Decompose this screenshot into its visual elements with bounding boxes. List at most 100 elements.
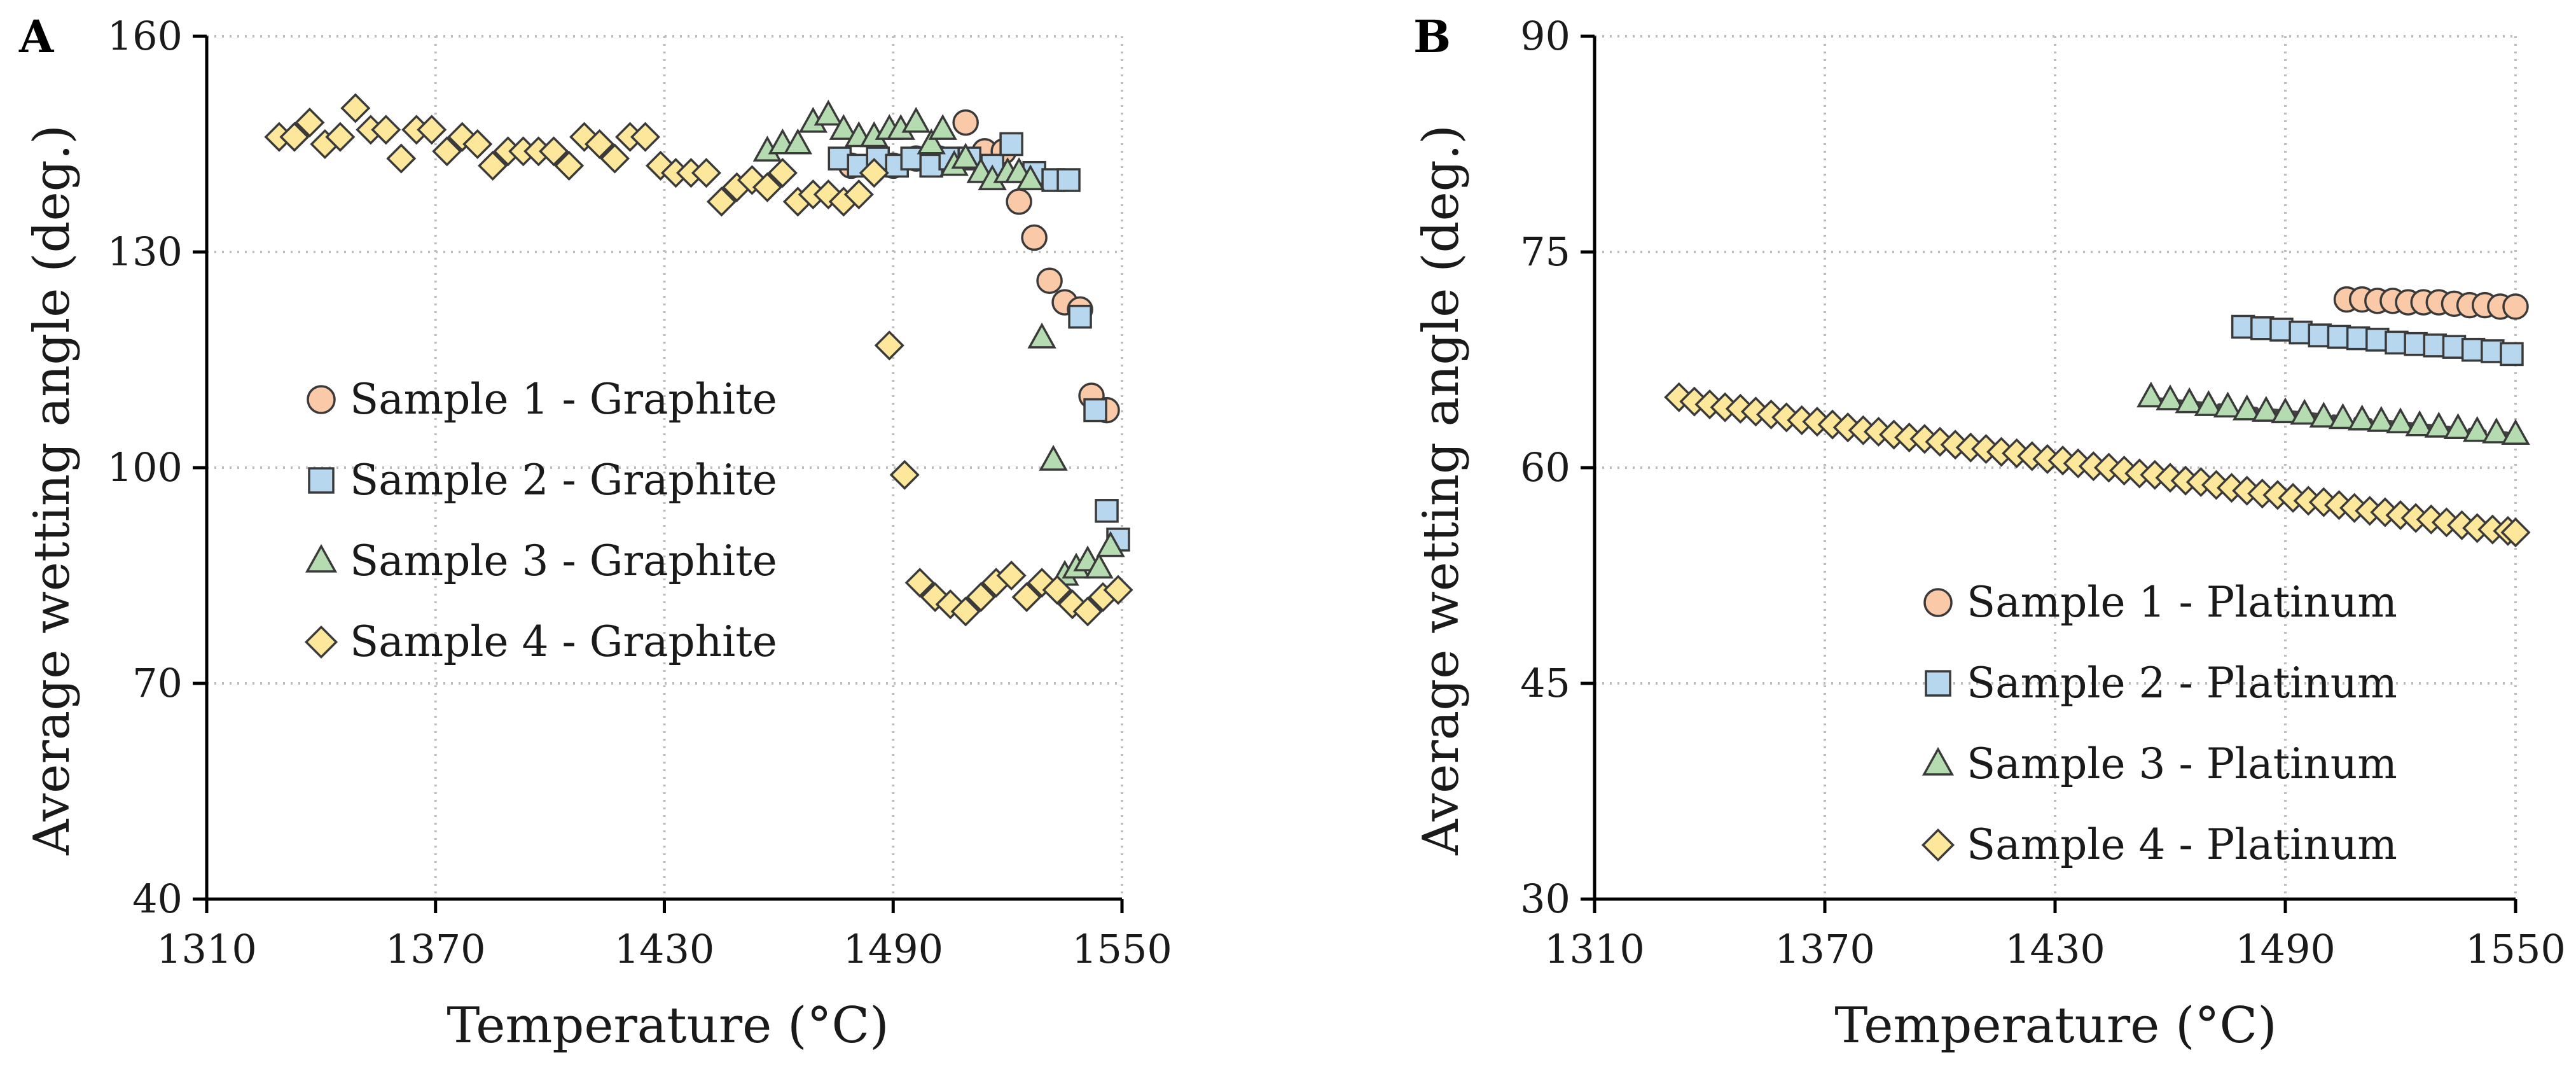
data-point-series-1	[1036, 267, 1063, 294]
y-tick-label: 90	[1520, 13, 1570, 59]
legend-marker-series-2	[308, 467, 335, 494]
data-point-series-1	[952, 109, 979, 136]
panel-a-legend: Sample 1 - Graphite Sample 2 - Graphite Sa…	[304, 375, 777, 666]
data-point-series-3	[2347, 404, 2377, 431]
data-point-series-4	[996, 560, 1027, 591]
data-point-series-1	[1006, 188, 1032, 215]
data-point-series-3	[2232, 394, 2262, 421]
panel-b-y-axis-title: Average wetting angle (deg.)	[1413, 125, 1470, 856]
panel-a-chart: A 1310 1370 1430 1490 1550 40 70 100 130 160 Temp…	[18, 10, 1172, 1054]
data-point-series-4	[478, 150, 508, 181]
data-point-series-3	[2309, 402, 2339, 428]
data-point-series-4	[340, 93, 371, 123]
data-point-series-3	[2501, 419, 2530, 445]
data-point-series-3	[2367, 406, 2396, 432]
data-point-series-4	[585, 129, 615, 160]
data-point-series-3	[2424, 412, 2454, 438]
data-point-series-4	[447, 122, 478, 152]
y-tick-label: 130	[107, 228, 183, 275]
legend-marker-series-2	[1925, 670, 1951, 697]
data-point-series-4	[2500, 517, 2531, 548]
panel-b-markers	[1664, 286, 2531, 548]
panel-a-y-axis-title: Average wetting angle (deg.)	[24, 125, 81, 856]
data-point-series-3	[2443, 413, 2473, 440]
data-point-series-4	[1042, 575, 1072, 605]
panel-a-ticks: 1310 1370 1430 1490 1550 40 70 100 130 160	[107, 13, 1172, 972]
data-point-series-4	[767, 158, 798, 188]
y-tick-label: 70	[132, 660, 183, 706]
data-point-series-3	[1016, 164, 1045, 191]
legend-label-series-3: Sample 3 - Graphite	[350, 536, 777, 585]
legend-marker-series-3	[1922, 746, 1955, 776]
panel-b-letter: B	[1413, 10, 1451, 63]
data-point-series-4	[325, 122, 356, 152]
data-point-series-4	[1011, 582, 1042, 612]
x-tick-label: 1370	[1775, 926, 1875, 972]
y-tick-label: 40	[132, 876, 183, 922]
legend-marker-series-3	[305, 543, 338, 573]
y-tick-label: 60	[1520, 444, 1570, 491]
data-point-series-4	[371, 115, 401, 145]
data-point-series-3	[2482, 417, 2511, 444]
data-point-series-1	[2502, 293, 2529, 320]
panel-b-grid	[1595, 35, 2517, 899]
x-tick-label: 1550	[1072, 926, 1172, 972]
data-point-series-4	[966, 582, 996, 612]
data-point-series-4	[279, 122, 310, 152]
data-point-series-3	[2156, 384, 2185, 410]
data-point-series-4	[691, 158, 722, 188]
data-point-series-2	[1068, 304, 1092, 329]
x-tick-label: 1430	[2005, 926, 2105, 972]
data-point-series-3	[2213, 391, 2243, 418]
data-point-series-3	[2328, 403, 2358, 430]
panel-b-chart: B 1310 1370 1430 1490 1550 30 45 60 75 90 Tempera…	[1413, 10, 2566, 1054]
data-point-series-4	[417, 115, 447, 145]
legend-label-series-4: Sample 4 - Platinum	[1967, 820, 2397, 869]
data-point-series-3	[2405, 410, 2434, 437]
data-point-series-3	[2194, 390, 2224, 416]
legend-label-series-1: Sample 1 - Graphite	[350, 375, 777, 424]
data-point-series-4	[1072, 596, 1103, 627]
panel-b-legend: Sample 1 - Platinum Sample 2 - Platinum Sa…	[1921, 578, 2397, 869]
data-point-series-2	[2231, 314, 2255, 339]
data-point-series-3	[901, 106, 931, 133]
panel-a-x-axis-title: Temperature (°C)	[447, 997, 889, 1054]
x-tick-label: 1370	[385, 926, 486, 972]
data-point-series-3	[1084, 552, 1114, 579]
data-point-series-4	[706, 186, 737, 217]
legend-label-series-2: Sample 2 - Platinum	[1967, 659, 2397, 708]
data-point-series-3	[2386, 407, 2415, 433]
data-point-series-4	[386, 143, 417, 174]
data-point-series-2	[1083, 398, 1107, 423]
data-point-series-4	[752, 172, 782, 202]
data-point-series-4	[935, 589, 966, 620]
data-point-series-3	[928, 114, 957, 140]
panel-a-letter: A	[18, 10, 55, 63]
data-point-series-4	[432, 136, 462, 167]
data-point-series-4	[950, 596, 981, 627]
y-tick-label: 45	[1520, 660, 1570, 706]
data-point-series-2	[2423, 333, 2448, 358]
data-point-series-4	[645, 150, 676, 181]
data-point-series-2	[999, 132, 1023, 157]
data-point-series-4	[294, 108, 325, 138]
legend-marker-series-4	[1921, 828, 1955, 862]
data-point-series-2	[2461, 337, 2486, 362]
data-point-series-2	[2404, 332, 2428, 356]
data-point-series-2	[2308, 323, 2332, 347]
y-tick-label: 30	[1520, 876, 1570, 922]
data-point-series-3	[2462, 416, 2492, 442]
data-point-series-4	[462, 129, 493, 160]
data-point-series-4	[859, 158, 889, 188]
legend-marker-series-4	[304, 625, 338, 659]
x-tick-label: 1550	[2465, 926, 2566, 972]
data-point-series-3	[2136, 381, 2166, 408]
data-point-series-4	[904, 568, 935, 598]
x-tick-label: 1490	[2235, 926, 2336, 972]
data-point-series-3	[951, 143, 980, 169]
data-point-series-3	[2175, 387, 2204, 414]
x-tick-label: 1490	[843, 926, 943, 972]
data-point-series-2	[1095, 499, 1119, 523]
data-point-series-3	[1096, 531, 1125, 557]
